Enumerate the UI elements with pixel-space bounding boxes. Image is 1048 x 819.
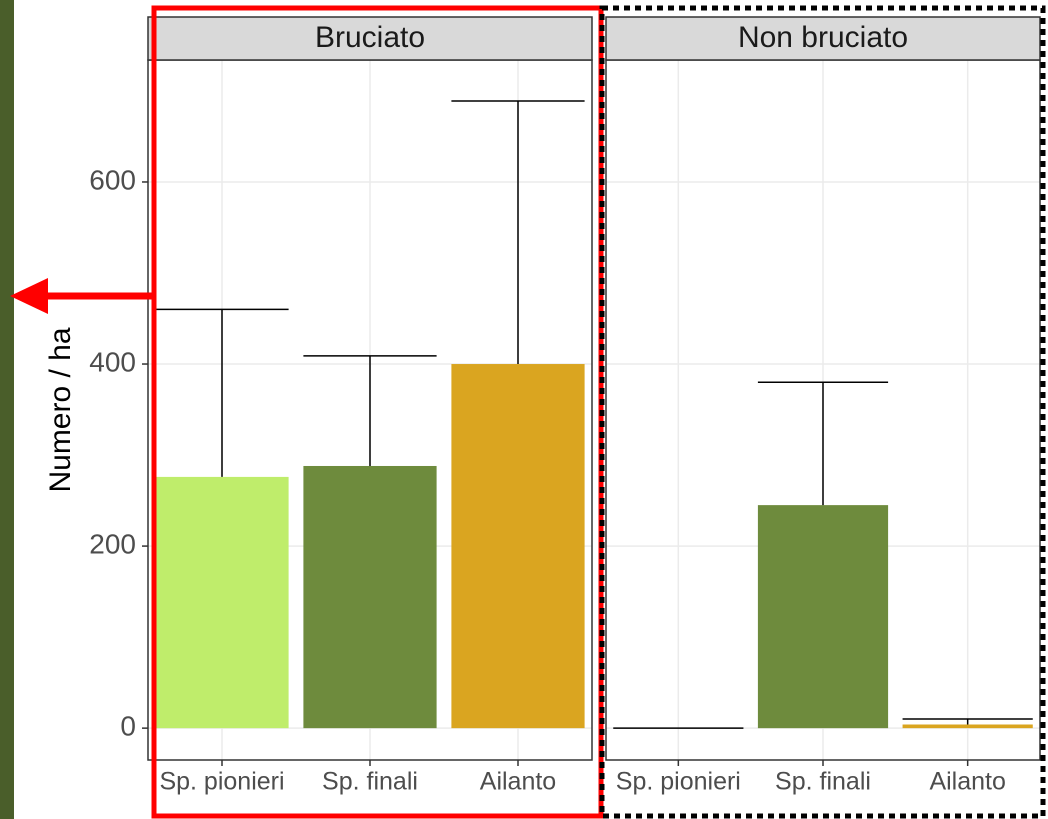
y-tick-label: 0 bbox=[120, 711, 136, 742]
strip-label: Bruciato bbox=[315, 21, 425, 54]
arrow-head bbox=[10, 278, 48, 314]
bar bbox=[451, 364, 585, 729]
x-tick-label: Sp. pionieri bbox=[616, 768, 741, 796]
x-tick-label: Sp. pionieri bbox=[159, 768, 284, 796]
x-tick-label: Sp. finali bbox=[322, 768, 418, 796]
x-tick-label: Sp. finali bbox=[775, 768, 871, 796]
strip bbox=[147, 16, 593, 61]
bar bbox=[757, 505, 889, 729]
strip bbox=[605, 16, 1041, 61]
strip-label: Non bruciato bbox=[738, 21, 908, 54]
bar bbox=[303, 465, 437, 729]
background-photo-strip bbox=[0, 0, 14, 819]
dotted-frame bbox=[599, 5, 1046, 819]
bar bbox=[155, 476, 289, 729]
y-axis-label: Numero / ha bbox=[44, 327, 77, 492]
y-tick-label: 600 bbox=[89, 164, 136, 195]
y-tick-label: 200 bbox=[89, 528, 136, 559]
y-tick-label: 400 bbox=[89, 346, 136, 377]
x-tick-label: Ailanto bbox=[929, 768, 1005, 796]
bar bbox=[902, 724, 1033, 729]
x-tick-label: Ailanto bbox=[480, 768, 556, 796]
